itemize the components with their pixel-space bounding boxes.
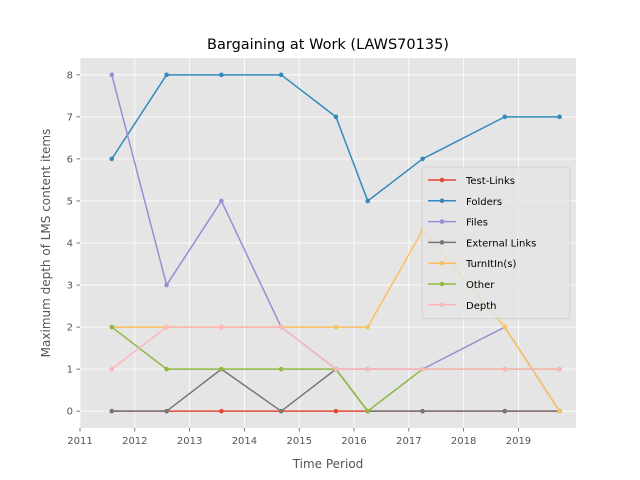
data-point-depth bbox=[219, 324, 224, 330]
data-point-turnitin-s bbox=[502, 324, 508, 330]
y-tick-label: 3 bbox=[67, 281, 73, 292]
legend-label: TurnItIn(s) bbox=[465, 259, 516, 270]
x-tick-label: 2011 bbox=[67, 436, 92, 447]
data-point-external-links bbox=[502, 408, 508, 414]
data-point-test-links bbox=[219, 408, 224, 414]
data-point-folders bbox=[365, 198, 371, 204]
legend-entry: Files bbox=[428, 218, 488, 229]
data-point-files bbox=[219, 198, 224, 204]
data-point-depth bbox=[109, 366, 115, 372]
legend-entry: TurnItIn(s) bbox=[428, 259, 516, 270]
data-point-turnitin-s bbox=[365, 324, 371, 330]
data-point-other bbox=[219, 366, 224, 372]
y-tick-label: 2 bbox=[67, 323, 73, 334]
data-point-depth bbox=[365, 366, 371, 372]
data-point-other bbox=[164, 366, 169, 372]
legend-label: Test-Links bbox=[465, 176, 515, 187]
data-point-folders bbox=[557, 114, 562, 120]
y-tick-label: 5 bbox=[67, 196, 73, 207]
data-point-depth bbox=[557, 366, 562, 372]
data-point-folders bbox=[278, 72, 284, 78]
data-point-depth bbox=[333, 366, 339, 372]
legend-entry: Other bbox=[428, 280, 495, 291]
x-tick-label: 2018 bbox=[451, 436, 476, 447]
legend-label: External Links bbox=[466, 238, 536, 249]
data-point-files bbox=[164, 282, 169, 288]
data-point-external-links bbox=[109, 408, 115, 414]
y-tick-label: 0 bbox=[67, 407, 73, 418]
y-tick-label: 6 bbox=[67, 154, 73, 165]
data-point-files bbox=[109, 72, 115, 78]
data-point-depth bbox=[420, 366, 425, 372]
y-tick-label: 8 bbox=[67, 70, 73, 81]
x-tick-label: 2016 bbox=[341, 436, 366, 447]
x-tick-label: 2017 bbox=[396, 436, 421, 447]
data-point-folders bbox=[219, 72, 224, 78]
legend-label: Folders bbox=[466, 197, 502, 208]
data-point-depth bbox=[164, 324, 169, 330]
series-folders bbox=[109, 72, 562, 204]
legend-frame bbox=[421, 166, 571, 320]
data-point-folders bbox=[333, 114, 339, 120]
x-tick-label: 2013 bbox=[177, 436, 202, 447]
data-point-depth bbox=[278, 324, 284, 330]
legend-marker bbox=[439, 198, 445, 204]
legend-marker bbox=[439, 260, 445, 266]
y-axis-label: Maximum depth of LMS content items bbox=[39, 129, 53, 358]
data-point-turnitin-s bbox=[557, 408, 562, 414]
legend-label: Files bbox=[466, 218, 488, 229]
chart-title: Bargaining at Work (LAWS70135) bbox=[207, 37, 449, 53]
data-point-external-links bbox=[278, 408, 284, 414]
y-tick-label: 7 bbox=[67, 112, 73, 123]
legend-entry: Depth bbox=[428, 301, 496, 312]
data-point-other bbox=[109, 324, 115, 330]
data-point-other bbox=[278, 366, 284, 372]
legend-entry: Test-Links bbox=[428, 176, 515, 187]
legend-marker bbox=[439, 219, 445, 224]
x-tick-label: 2012 bbox=[122, 436, 147, 447]
y-tick-label: 4 bbox=[67, 239, 73, 250]
data-point-folders bbox=[502, 114, 508, 120]
legend-marker bbox=[439, 281, 445, 287]
data-point-folders bbox=[164, 72, 169, 78]
x-tick-label: 2019 bbox=[506, 436, 531, 447]
x-tick-label: 2015 bbox=[286, 436, 311, 447]
legend-entry: External Links bbox=[428, 238, 536, 249]
data-point-folders bbox=[420, 156, 425, 162]
data-point-turnitin-s bbox=[333, 324, 339, 330]
x-axis-ticks: 2011 2012 2013 2014 2015 2016 2017 2018 2019 bbox=[67, 428, 531, 447]
legend-marker bbox=[439, 177, 445, 183]
data-point-test-links bbox=[333, 408, 339, 414]
legend-marker bbox=[439, 302, 445, 308]
legend: Test-Links Folders Files External Links Turn… bbox=[421, 166, 571, 320]
series-depth bbox=[109, 324, 562, 372]
legend-entry: Folders bbox=[428, 197, 502, 208]
data-point-external-links bbox=[420, 408, 425, 414]
legend-marker bbox=[439, 240, 445, 245]
y-tick-label: 1 bbox=[67, 365, 73, 376]
legend-label: Depth bbox=[466, 301, 496, 312]
x-tick-label: 2014 bbox=[232, 436, 257, 447]
x-axis-label: Time Period bbox=[292, 457, 364, 471]
data-point-external-links bbox=[164, 408, 169, 414]
y-axis-ticks: 0 1 2 3 4 5 6 7 8 bbox=[67, 70, 80, 418]
legend-label: Other bbox=[466, 280, 495, 291]
data-point-depth bbox=[502, 366, 508, 372]
data-point-other bbox=[365, 408, 371, 414]
data-point-folders bbox=[109, 156, 115, 162]
